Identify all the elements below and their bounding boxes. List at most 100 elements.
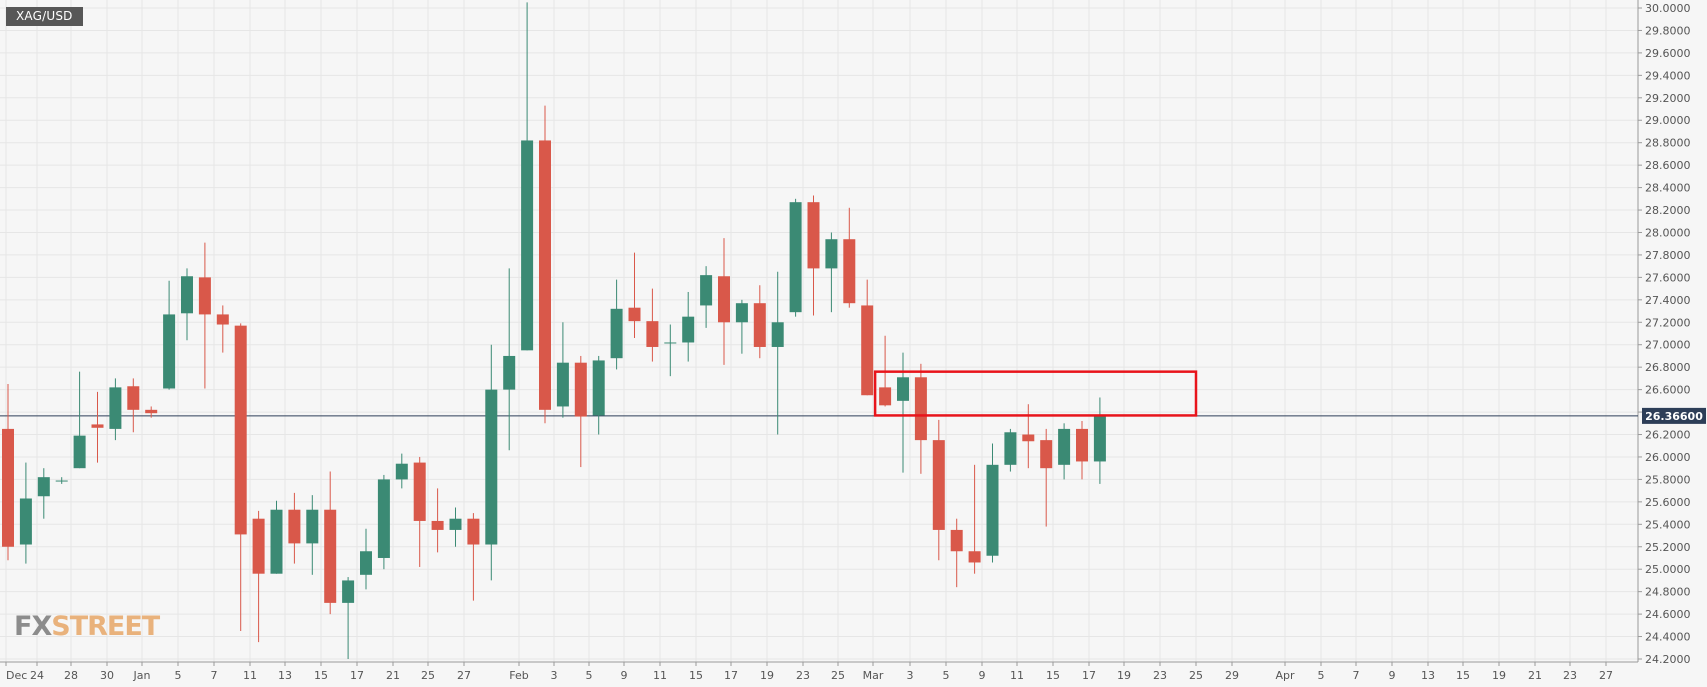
candle-body[interactable] [682,316,695,343]
candle-body[interactable] [1058,428,1071,465]
candle-body[interactable] [843,239,856,304]
candle-body[interactable] [145,409,158,414]
x-tick-label: 27 [457,669,471,682]
candle-body[interactable] [216,314,229,325]
candle-body[interactable] [628,307,641,322]
x-tick-label: 9 [979,669,986,682]
y-tick-label: 29.0000 [1645,114,1691,127]
x-tick-label: 27 [1599,669,1613,682]
candle-body[interactable] [718,276,730,323]
candle-body[interactable] [252,518,265,574]
candle-body[interactable] [897,377,909,401]
candle-body[interactable] [395,463,408,480]
candle-body[interactable] [19,498,32,545]
x-tick-label: 19 [760,669,774,682]
y-tick-label: 29.4000 [1645,69,1691,82]
candle-body[interactable] [109,387,122,429]
resistance-box[interactable] [873,370,1198,417]
current-price-tag [1642,407,1706,424]
candle-body[interactable] [413,462,426,521]
x-tick-label: 15 [314,669,328,682]
candle-body[interactable] [377,479,390,558]
candle-body[interactable] [306,509,319,544]
x-tick-label: Dec [6,669,27,682]
x-tick-label: 23 [1153,669,1167,682]
x-tick-label: 17 [350,669,364,682]
candle-body[interactable] [198,277,211,315]
x-tick-label: Feb [509,669,528,682]
candle-body[interactable] [288,509,301,544]
x-tick-label: 13 [278,669,292,682]
logo-part-street: STREET [51,611,160,642]
candle-body[interactable] [55,480,68,482]
y-tick-label: 27.6000 [1645,271,1691,284]
candle-body[interactable] [1004,432,1017,465]
candle-body[interactable] [342,580,355,603]
candle-body[interactable] [574,362,587,417]
x-tick-label: 28 [64,669,78,682]
candle-body[interactable] [664,342,677,344]
x-tick-label: 24 [30,669,44,682]
candle-body[interactable] [771,322,784,347]
logo-part-fx: FX [14,611,52,642]
y-tick-label: 25.8000 [1645,473,1691,486]
candle-body[interactable] [789,202,802,313]
candle-body[interactable] [825,239,838,269]
candle-body[interactable] [592,360,605,416]
x-tick-label: 13 [1421,669,1435,682]
y-tick-label: 26.0000 [1645,451,1691,464]
y-tick-label: 25.0000 [1645,563,1691,576]
y-tick-label: 26.6000 [1645,384,1691,397]
y-tick-label: 28.2000 [1645,204,1691,217]
x-tick-label: 11 [653,669,667,682]
candle-body[interactable] [646,321,659,347]
candle-body[interactable] [324,509,337,603]
candle-body[interactable] [950,529,963,552]
x-tick-label: 3 [907,669,914,682]
candle-body[interactable] [1040,440,1053,469]
candle-body[interactable] [37,477,50,497]
candle-body[interactable] [914,377,927,441]
candle-body[interactable] [2,428,14,547]
candle-body[interactable] [1093,415,1106,462]
y-tick-label: 26.2000 [1645,429,1691,442]
candle-body[interactable] [521,140,534,351]
candle-body[interactable] [700,275,713,306]
candle-body[interactable] [467,518,480,545]
y-tick-label: 30.0000 [1645,2,1691,15]
y-tick-label: 28.6000 [1645,159,1691,172]
y-tick-label: 24.2000 [1645,653,1691,666]
candle-body[interactable] [127,386,140,410]
x-tick-label: 23 [1563,669,1577,682]
candle-body[interactable] [270,509,283,574]
candle-body[interactable] [163,314,176,389]
candle-body[interactable] [861,305,874,396]
x-tick-label: 25 [831,669,845,682]
candle-body[interactable] [485,389,498,545]
y-tick-label: 28.4000 [1645,182,1691,195]
candle-body[interactable] [360,551,372,575]
candle-body[interactable] [73,435,86,469]
x-tick-label: 7 [211,669,218,682]
candle-body[interactable] [539,140,551,410]
candle-body[interactable] [234,325,247,535]
x-tick-label: 5 [175,669,182,682]
candle-body[interactable] [1076,428,1088,462]
candle-body[interactable] [968,551,981,563]
candle-body[interactable] [879,387,892,406]
candle-body[interactable] [986,464,999,556]
candle-body[interactable] [735,303,748,323]
candle-body[interactable] [91,424,104,428]
candle-body[interactable] [932,440,945,530]
candle-body[interactable] [610,308,623,359]
candle-body[interactable] [556,362,569,407]
candle-body[interactable] [449,518,462,530]
candle-body[interactable] [431,520,444,530]
candle-body[interactable] [181,276,193,314]
candle-body[interactable] [503,355,516,390]
candle-body[interactable] [1022,434,1035,442]
candle-body[interactable] [807,202,820,269]
candle-body[interactable] [753,303,766,347]
